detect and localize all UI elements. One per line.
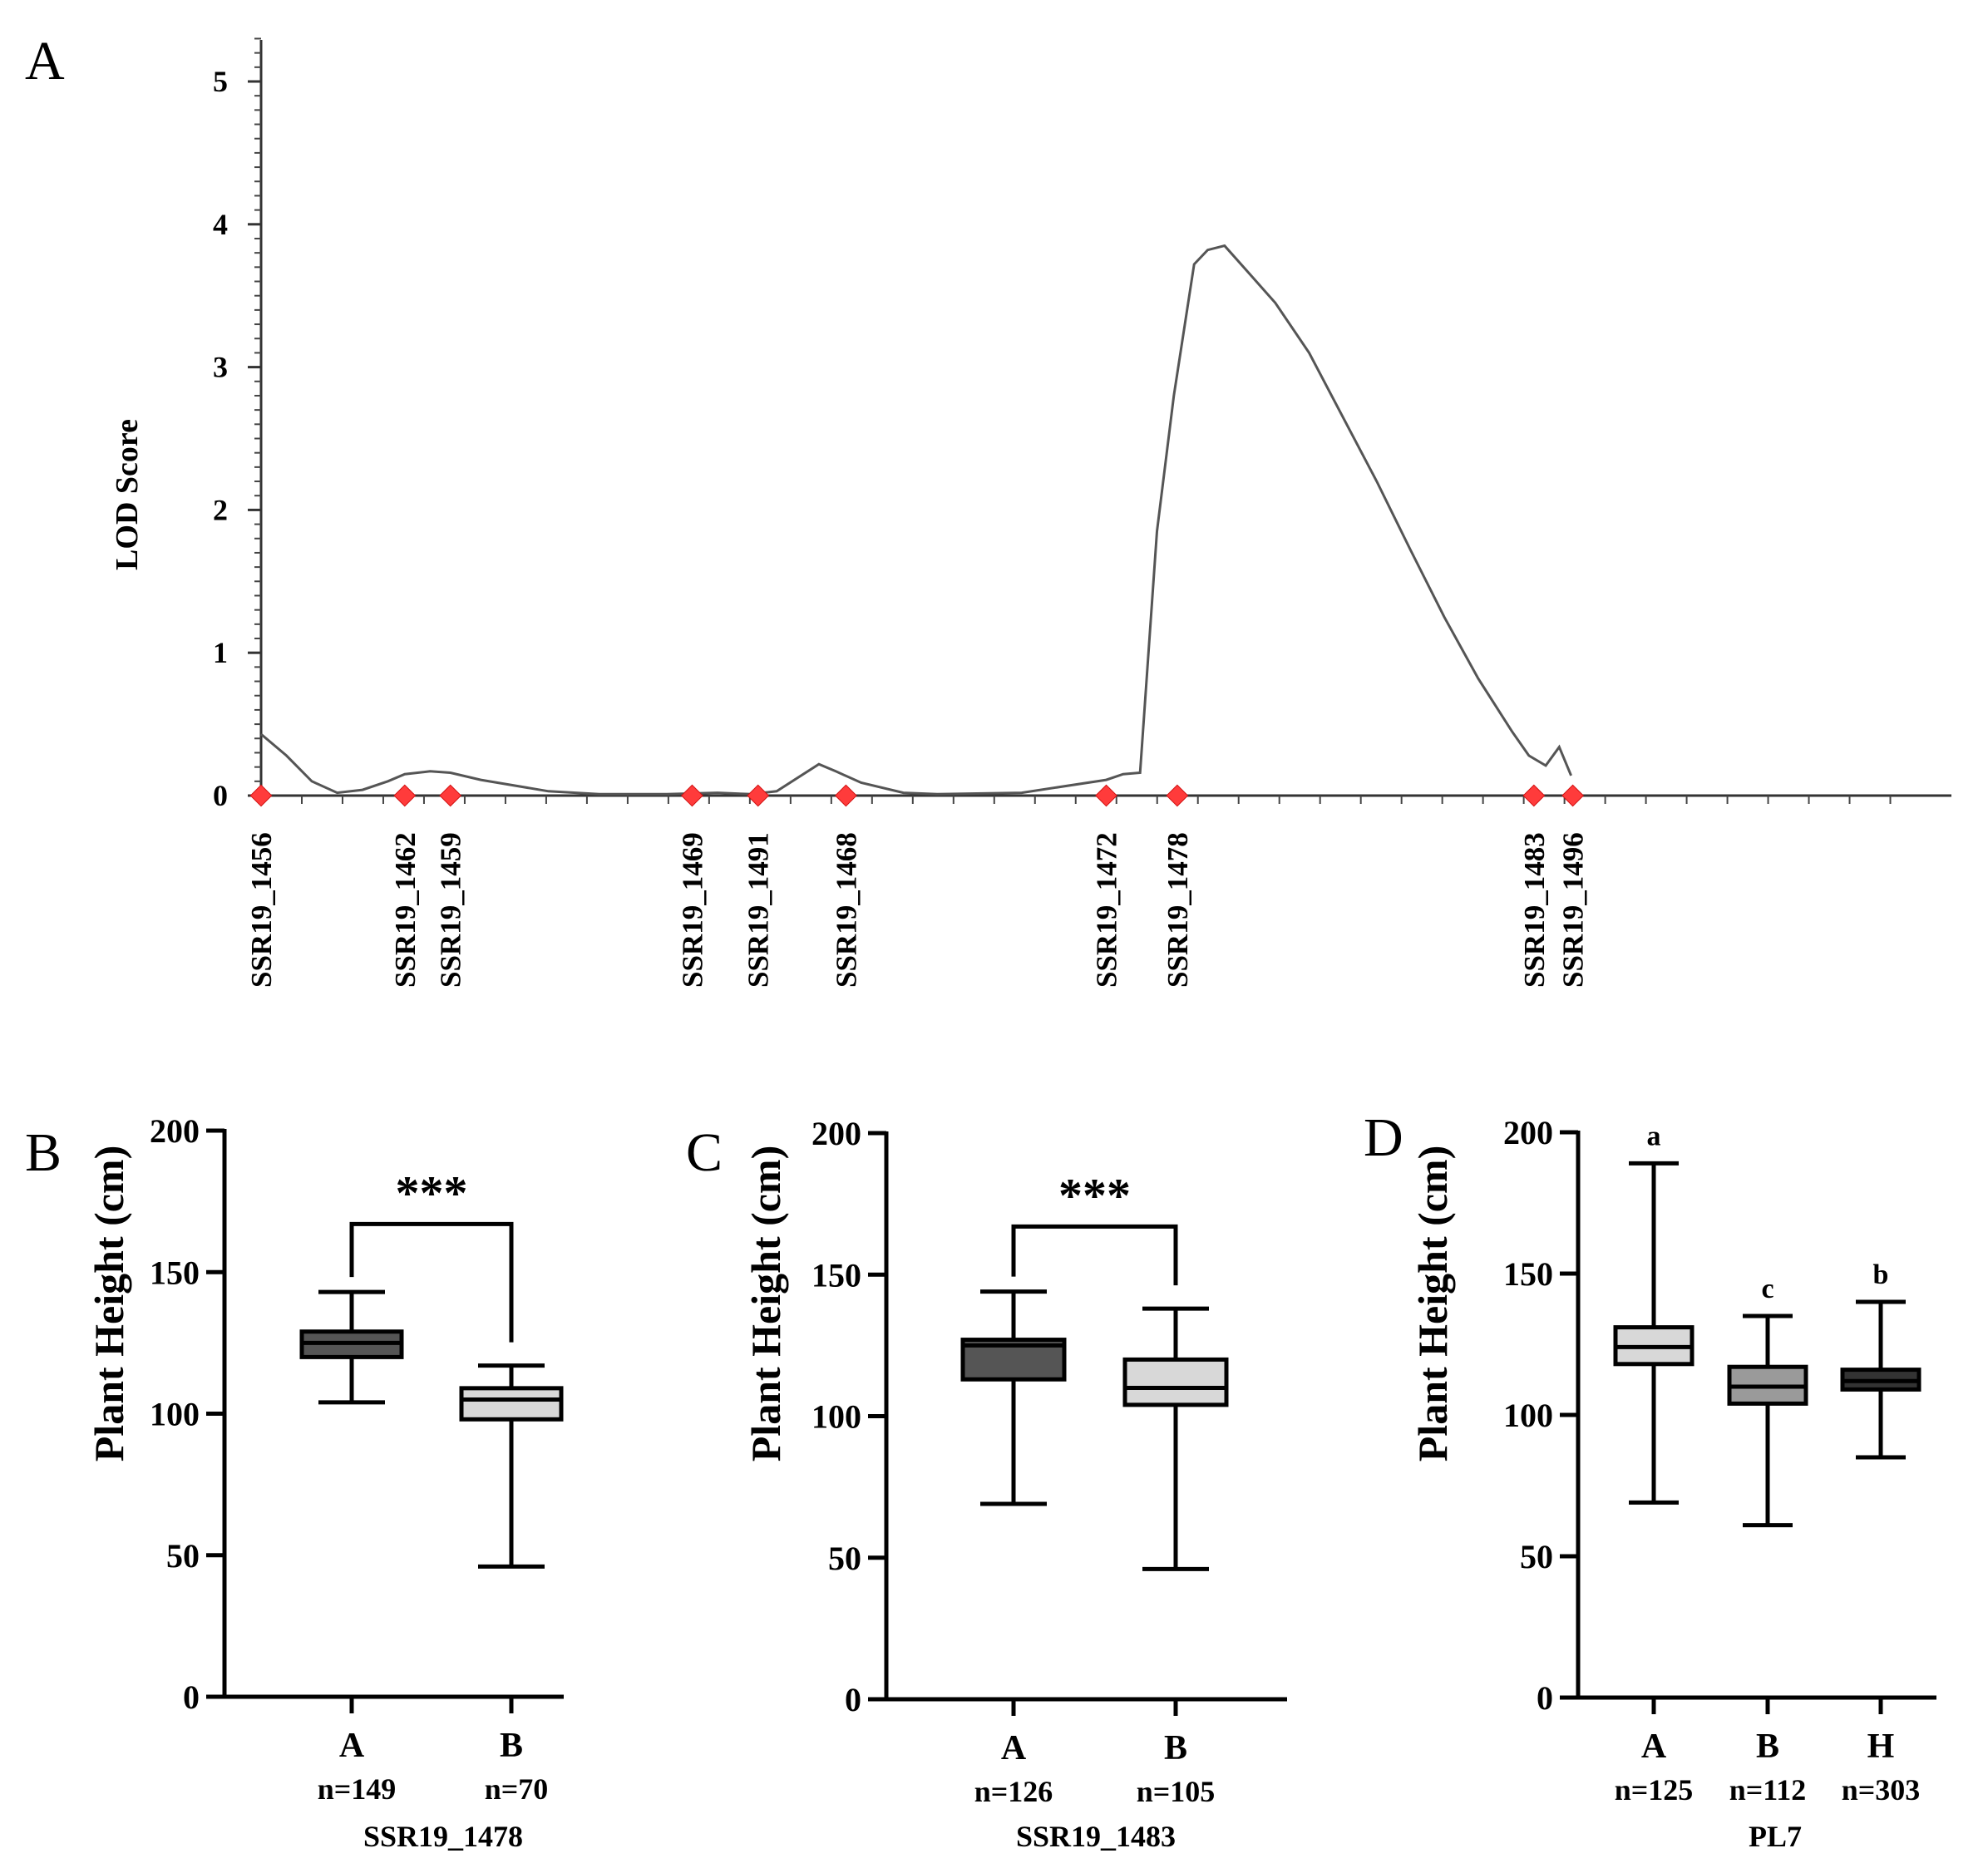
marker-label: SSR19_1469	[676, 832, 708, 988]
panel-a-letter: A	[25, 31, 65, 91]
significance-stars: ***	[1058, 1168, 1131, 1222]
panel-c-y-tick-label: 200	[811, 1115, 861, 1152]
panel-d-y-tick-label: 0	[1537, 1679, 1553, 1717]
panel-b: B Plant Height (cm) 0 50 100 150 200 *** An=…	[25, 1112, 564, 1853]
lod-y-tick-label: 5	[213, 65, 228, 98]
marker-label: SSR19_1478	[1162, 832, 1194, 988]
panel-c-y-label: Plant Height (cm)	[742, 1146, 789, 1461]
panel-d-y-tick-label: 50	[1520, 1538, 1553, 1575]
panel-c-y-tick-label: 0	[845, 1681, 861, 1718]
marker-label: SSR19_1491	[742, 832, 775, 988]
panel-c: C Plant Height (cm) 0 50 100 150 200 *** An=…	[686, 1115, 1287, 1853]
lod-curve	[260, 244, 1572, 796]
marker-diamond	[1561, 784, 1585, 807]
category-label: A	[1001, 1729, 1027, 1767]
marker-label: SSR19_1496	[1557, 832, 1590, 988]
panel-d-y-label: Plant Height (cm)	[1409, 1146, 1456, 1461]
significance-stars: ***	[396, 1166, 468, 1220]
category-label: H	[1867, 1728, 1895, 1766]
lod-y-tick-label: 0	[213, 779, 228, 812]
marker-diamond	[1095, 784, 1117, 807]
box-b	[1122, 1357, 1229, 1407]
category-label: B	[1756, 1728, 1779, 1766]
panel-d-x-title: PL7	[1749, 1820, 1802, 1853]
category-label: A	[339, 1727, 365, 1765]
marker-diamond	[249, 784, 273, 807]
lod-y-tick-label: 1	[213, 636, 228, 669]
category-label: B	[1164, 1729, 1187, 1767]
panel-c-x-title: SSR19_1483	[1016, 1820, 1176, 1853]
significance-letter: c	[1761, 1274, 1773, 1304]
significance-letter: b	[1873, 1259, 1889, 1290]
panel-b-y-tick-label: 100	[150, 1396, 200, 1433]
sample-size-label: n=125	[1615, 1773, 1694, 1806]
marker-label: SSR19_1468	[830, 832, 862, 988]
panel-c-y-tick-label: 150	[811, 1256, 861, 1294]
category-label: A	[1641, 1728, 1667, 1766]
lod-x-ticks	[300, 796, 1892, 804]
category-label: B	[500, 1727, 523, 1765]
panel-b-y-tick-label: 200	[150, 1112, 200, 1150]
marker-label: SSR19_1456	[245, 832, 278, 988]
lod-markers: SSR19_1456 SSR19_1462 SSR19_1459 SSR19_1469…	[245, 784, 1590, 988]
panel-d-y-tick-label: 100	[1503, 1397, 1553, 1434]
marker-diamond	[393, 784, 417, 807]
lod-y-tick-label: 2	[213, 493, 228, 526]
lod-y-tick-label: 3	[213, 351, 228, 384]
panel-b-y-tick-label: 150	[150, 1254, 200, 1291]
panel-d-letter: D	[1364, 1107, 1403, 1168]
marker-diamond	[439, 784, 462, 807]
significance-letter: a	[1647, 1121, 1661, 1151]
marker-label: SSR19_1472	[1091, 832, 1123, 988]
sample-size-label: n=149	[318, 1772, 397, 1806]
lod-y-tick-label: 4	[213, 208, 228, 241]
panel-b-y-label: Plant Height (cm)	[86, 1146, 132, 1461]
panel-c-y-tick-label: 50	[828, 1540, 861, 1577]
marker-diamond	[1166, 784, 1189, 807]
box-b	[459, 1386, 564, 1422]
marker-diamond	[1522, 784, 1546, 807]
panel-c-letter: C	[686, 1122, 723, 1183]
panel-d-y-tick-label: 200	[1503, 1114, 1553, 1151]
panel-c-y-tick-label: 100	[811, 1398, 861, 1436]
panel-b-y-tick-label: 0	[183, 1678, 200, 1716]
marker-label: SSR19_1462	[389, 832, 422, 988]
marker-diamond	[834, 784, 857, 807]
sample-size-label: n=70	[485, 1772, 549, 1806]
sample-size-label: n=112	[1729, 1773, 1807, 1806]
sample-size-label: n=105	[1137, 1775, 1216, 1808]
sample-size-label: n=126	[974, 1775, 1053, 1808]
lod-y-label: LOD Score	[110, 419, 145, 570]
panel-b-letter: B	[25, 1122, 62, 1183]
sample-size-label: n=303	[1842, 1773, 1921, 1806]
marker-diamond	[680, 784, 703, 807]
marker-label: SSR19_1459	[435, 832, 467, 988]
significance-bracket	[349, 1221, 514, 1343]
lod-y-ticks: 0 1 2 3 4 5	[213, 37, 261, 812]
significance-bracket	[1011, 1224, 1178, 1286]
panel-b-y-tick-label: 50	[166, 1537, 200, 1575]
marker-diamond	[747, 784, 770, 807]
panel-d-y-tick-label: 150	[1503, 1255, 1553, 1293]
panel-b-x-title: SSR19_1478	[363, 1820, 523, 1853]
panel-d: D Plant Height (cm) 0 50 100 150 200 a c b An=…	[1364, 1107, 1936, 1853]
marker-label: SSR19_1483	[1518, 832, 1551, 988]
